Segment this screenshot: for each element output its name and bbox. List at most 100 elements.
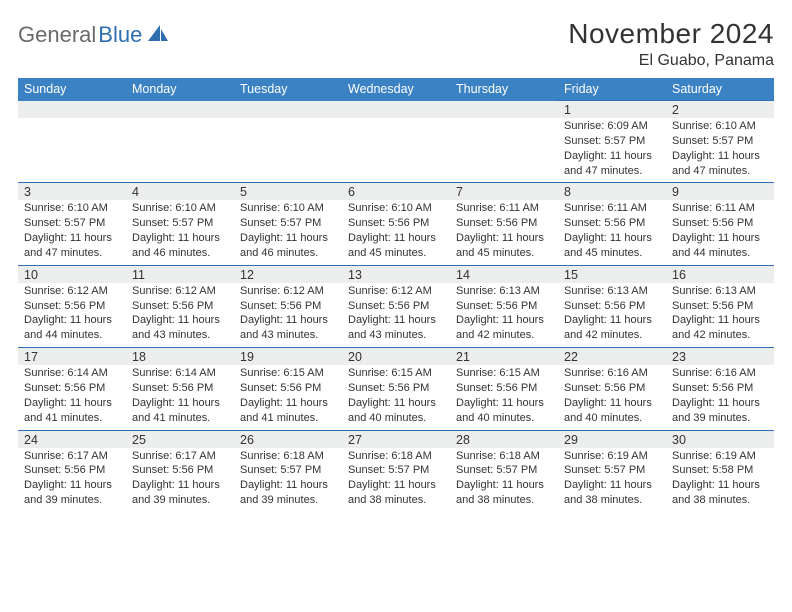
day-info-line: and 39 minutes. — [24, 493, 120, 508]
day-info-line: Sunrise: 6:16 AM — [564, 366, 660, 381]
day-info-line: Sunset: 5:56 PM — [348, 381, 444, 396]
day-number: 17 — [18, 348, 126, 366]
day-cell: Sunrise: 6:13 AMSunset: 5:56 PMDaylight:… — [558, 283, 666, 348]
location-label: El Guabo, Panama — [568, 52, 774, 70]
day-info-line: Daylight: 11 hours — [564, 396, 660, 411]
brand-part2: Blue — [98, 22, 142, 48]
day-number: 5 — [234, 183, 342, 201]
day-info-line: Sunrise: 6:11 AM — [672, 201, 768, 216]
day-number: 20 — [342, 348, 450, 366]
calendar-page: GeneralBlue November 2024 El Guabo, Pana… — [0, 0, 792, 512]
day-number: 15 — [558, 265, 666, 283]
day-cell: Sunrise: 6:13 AMSunset: 5:56 PMDaylight:… — [666, 283, 774, 348]
day-info-line: and 43 minutes. — [348, 328, 444, 343]
day-number: 9 — [666, 183, 774, 201]
col-sunday: Sunday — [18, 78, 126, 101]
day-number — [342, 101, 450, 119]
day-info-line: Daylight: 11 hours — [564, 478, 660, 493]
day-info-line: Daylight: 11 hours — [132, 313, 228, 328]
day-info-line: Sunset: 5:57 PM — [24, 216, 120, 231]
day-info-line: and 42 minutes. — [564, 328, 660, 343]
day-cell: Sunrise: 6:11 AMSunset: 5:56 PMDaylight:… — [558, 200, 666, 265]
day-info-line: Sunrise: 6:10 AM — [132, 201, 228, 216]
day-info-line: Sunset: 5:57 PM — [240, 216, 336, 231]
day-cell: Sunrise: 6:16 AMSunset: 5:56 PMDaylight:… — [666, 365, 774, 430]
col-monday: Monday — [126, 78, 234, 101]
day-info-line: Sunrise: 6:10 AM — [672, 119, 768, 134]
day-cell: Sunrise: 6:18 AMSunset: 5:57 PMDaylight:… — [450, 448, 558, 512]
day-info-line: and 40 minutes. — [564, 411, 660, 426]
day-info-line: and 40 minutes. — [348, 411, 444, 426]
day-cell: Sunrise: 6:14 AMSunset: 5:56 PMDaylight:… — [126, 365, 234, 430]
day-cell — [450, 118, 558, 183]
day-info-line: Sunset: 5:57 PM — [564, 463, 660, 478]
day-info-line: Daylight: 11 hours — [672, 313, 768, 328]
calendar-table: Sunday Monday Tuesday Wednesday Thursday… — [18, 78, 774, 512]
day-info-line: Sunset: 5:57 PM — [456, 463, 552, 478]
day-info-line: Sunrise: 6:11 AM — [564, 201, 660, 216]
day-cell: Sunrise: 6:10 AMSunset: 5:57 PMDaylight:… — [666, 118, 774, 183]
day-cell: Sunrise: 6:17 AMSunset: 5:56 PMDaylight:… — [18, 448, 126, 512]
day-info-line: and 39 minutes. — [672, 411, 768, 426]
day-number — [234, 101, 342, 119]
day-info-line: and 47 minutes. — [672, 164, 768, 179]
day-info-line: Sunset: 5:56 PM — [456, 299, 552, 314]
day-info-line: Sunset: 5:56 PM — [132, 299, 228, 314]
day-info-line: Sunrise: 6:10 AM — [240, 201, 336, 216]
week-daynum-row: 24252627282930 — [18, 430, 774, 448]
day-number: 11 — [126, 265, 234, 283]
day-cell: Sunrise: 6:15 AMSunset: 5:56 PMDaylight:… — [342, 365, 450, 430]
day-cell — [126, 118, 234, 183]
week-daynum-row: 12 — [18, 101, 774, 119]
day-cell — [342, 118, 450, 183]
day-cell: Sunrise: 6:12 AMSunset: 5:56 PMDaylight:… — [342, 283, 450, 348]
week-content-row: Sunrise: 6:17 AMSunset: 5:56 PMDaylight:… — [18, 448, 774, 512]
day-info-line: and 38 minutes. — [672, 493, 768, 508]
day-info-line: Sunrise: 6:16 AM — [672, 366, 768, 381]
day-number: 23 — [666, 348, 774, 366]
day-cell: Sunrise: 6:10 AMSunset: 5:57 PMDaylight:… — [126, 200, 234, 265]
day-info-line: Daylight: 11 hours — [24, 313, 120, 328]
week-daynum-row: 10111213141516 — [18, 265, 774, 283]
col-thursday: Thursday — [450, 78, 558, 101]
day-info-line: Sunrise: 6:17 AM — [24, 449, 120, 464]
day-info-line: Sunset: 5:57 PM — [132, 216, 228, 231]
col-friday: Friday — [558, 78, 666, 101]
week-daynum-row: 3456789 — [18, 183, 774, 201]
day-cell: Sunrise: 6:09 AMSunset: 5:57 PMDaylight:… — [558, 118, 666, 183]
day-number: 4 — [126, 183, 234, 201]
day-info-line: Daylight: 11 hours — [564, 231, 660, 246]
day-info-line: and 42 minutes. — [672, 328, 768, 343]
day-info-line: Daylight: 11 hours — [564, 313, 660, 328]
day-cell: Sunrise: 6:10 AMSunset: 5:56 PMDaylight:… — [342, 200, 450, 265]
day-info-line: Daylight: 11 hours — [240, 231, 336, 246]
title-block: November 2024 El Guabo, Panama — [568, 18, 774, 70]
day-info-line: Sunrise: 6:12 AM — [348, 284, 444, 299]
day-number: 24 — [18, 430, 126, 448]
day-info-line: and 38 minutes. — [564, 493, 660, 508]
day-info-line: Sunrise: 6:15 AM — [348, 366, 444, 381]
day-info-line: Sunset: 5:56 PM — [564, 299, 660, 314]
week-daynum-row: 17181920212223 — [18, 348, 774, 366]
day-info-line: Sunrise: 6:10 AM — [348, 201, 444, 216]
day-info-line: Daylight: 11 hours — [24, 478, 120, 493]
day-info-line: and 41 minutes. — [24, 411, 120, 426]
day-info-line: Sunrise: 6:18 AM — [240, 449, 336, 464]
day-info-line: Sunset: 5:57 PM — [240, 463, 336, 478]
day-info-line: Sunset: 5:56 PM — [240, 381, 336, 396]
day-cell: Sunrise: 6:15 AMSunset: 5:56 PMDaylight:… — [450, 365, 558, 430]
day-info-line: and 47 minutes. — [24, 246, 120, 261]
day-number: 25 — [126, 430, 234, 448]
day-number: 29 — [558, 430, 666, 448]
day-cell: Sunrise: 6:10 AMSunset: 5:57 PMDaylight:… — [18, 200, 126, 265]
day-info-line: Daylight: 11 hours — [456, 478, 552, 493]
day-number: 1 — [558, 101, 666, 119]
day-number: 27 — [342, 430, 450, 448]
week-content-row: Sunrise: 6:09 AMSunset: 5:57 PMDaylight:… — [18, 118, 774, 183]
day-info-line: Sunrise: 6:12 AM — [240, 284, 336, 299]
day-cell: Sunrise: 6:11 AMSunset: 5:56 PMDaylight:… — [450, 200, 558, 265]
day-number: 6 — [342, 183, 450, 201]
brand-part1: General — [18, 22, 96, 48]
day-info-line: Sunrise: 6:15 AM — [240, 366, 336, 381]
day-number: 26 — [234, 430, 342, 448]
